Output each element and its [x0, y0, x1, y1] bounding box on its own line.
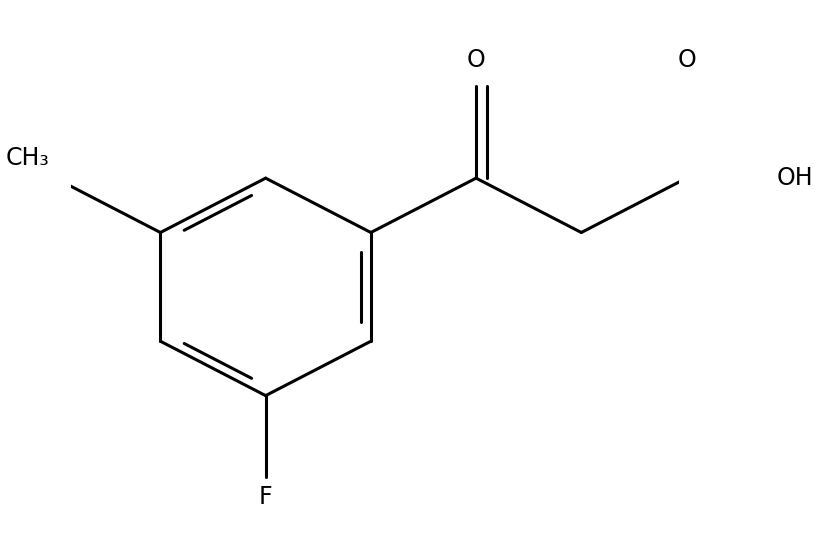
Text: CH₃: CH₃ [5, 146, 49, 170]
Text: OH: OH [777, 166, 813, 190]
Text: O: O [677, 48, 696, 72]
Text: F: F [259, 485, 272, 509]
Text: O: O [467, 48, 486, 72]
